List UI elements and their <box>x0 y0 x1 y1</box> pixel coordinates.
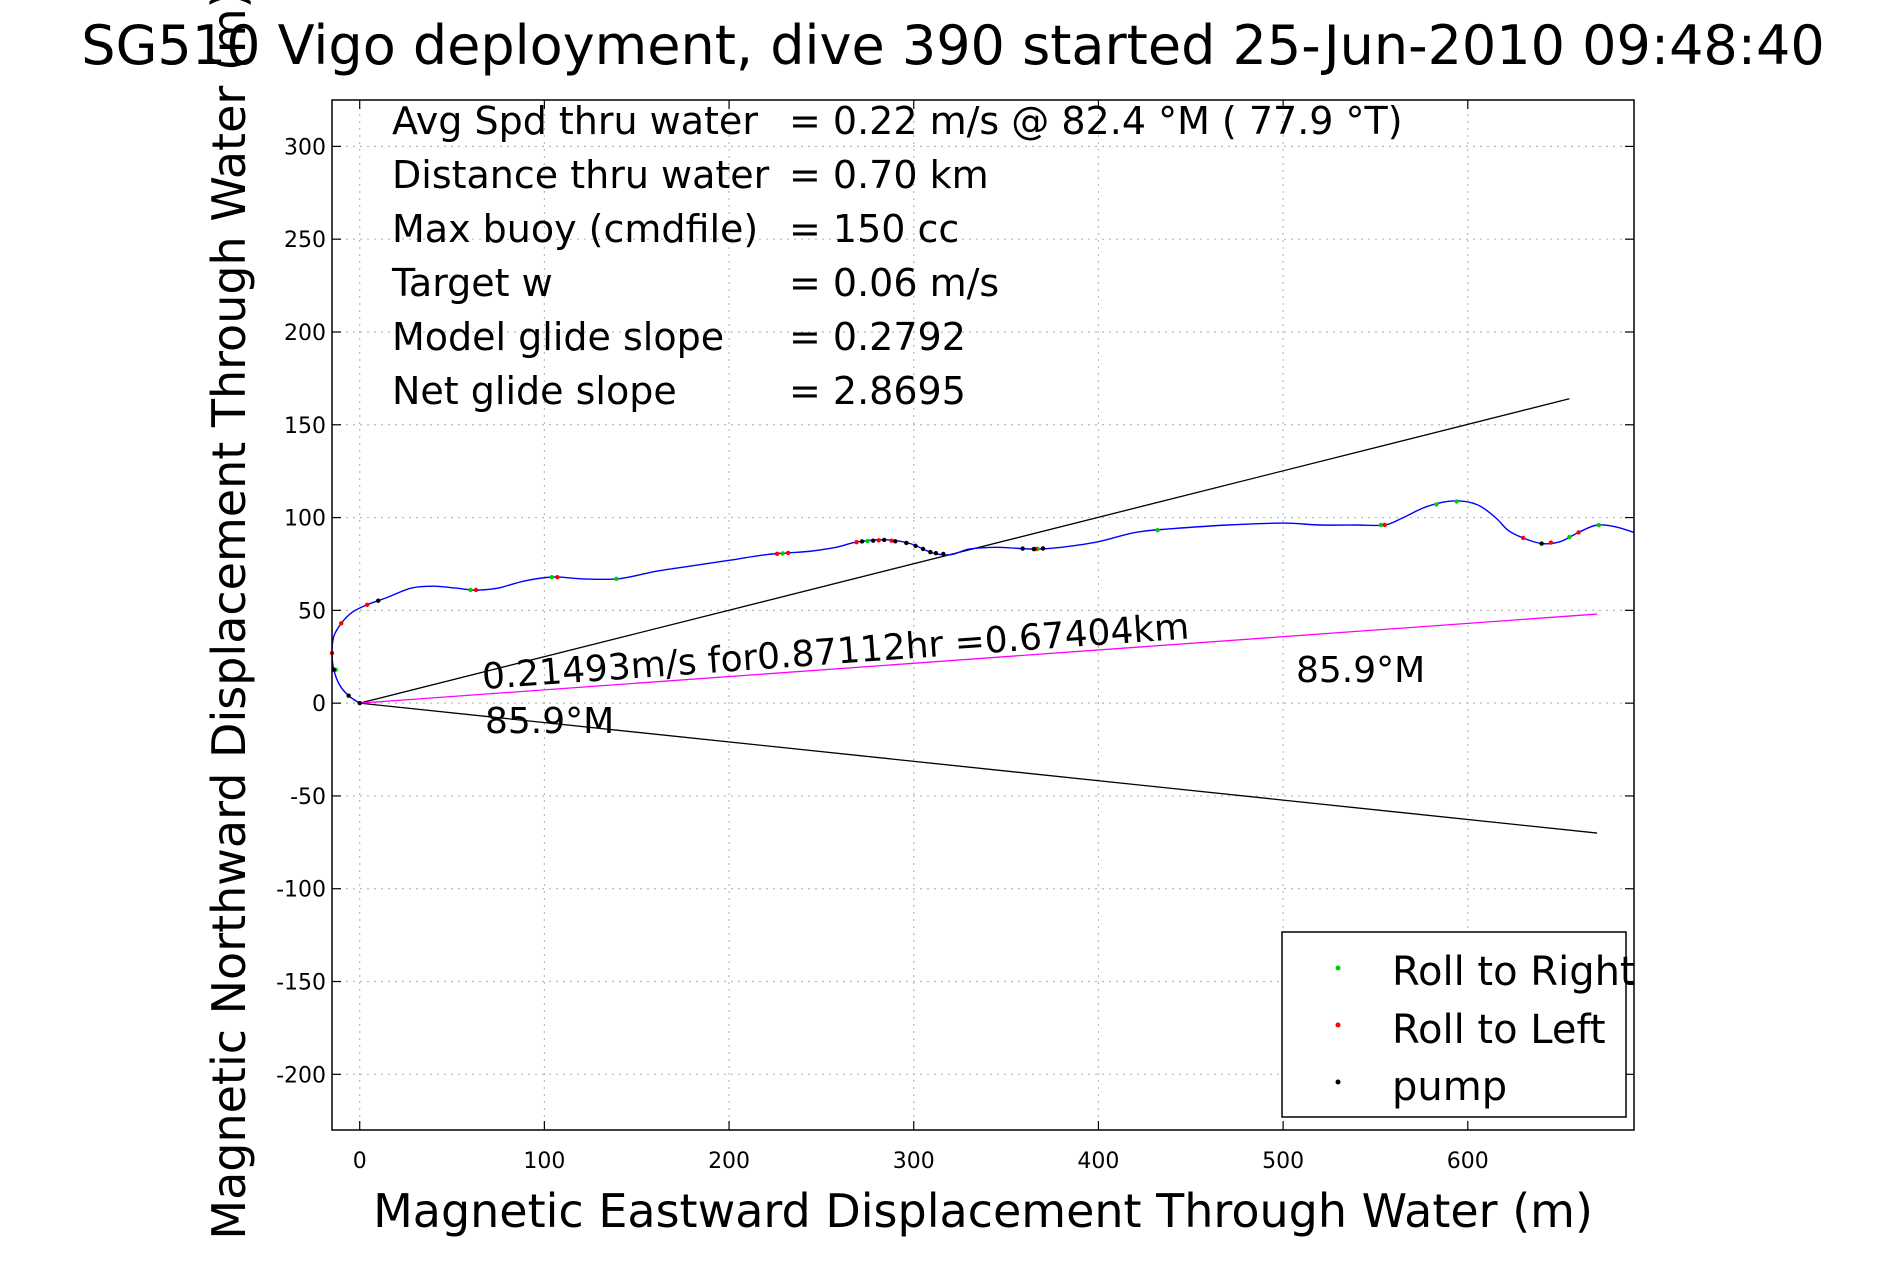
roll-left-marker <box>774 551 780 557</box>
track-markers <box>329 499 1602 706</box>
y-tick-label: 250 <box>284 228 326 253</box>
pump-marker <box>1040 546 1046 551</box>
legend-label-roll-right: Roll to Right <box>1392 949 1636 995</box>
roll-right-marker <box>865 538 870 544</box>
pump-marker <box>1031 546 1036 552</box>
info-row-value: = 150 cc <box>789 207 959 251</box>
pump-marker <box>375 598 381 603</box>
info-row-value: = 0.06 m/s <box>789 261 999 305</box>
pump-marker <box>904 540 909 546</box>
legend: Roll to Right Roll to Left pump <box>1281 931 1636 1118</box>
y-axis-label: Magnetic Northward Displacement Through … <box>202 0 256 1240</box>
info-row-value: = 0.22 m/s @ 82.4 °M ( 77.9 °T) <box>789 99 1403 143</box>
info-row-label: Target w <box>391 261 553 305</box>
pump-marker <box>928 549 933 555</box>
info-row-label: Model glide slope <box>392 315 724 359</box>
y-tick-label: -50 <box>290 785 326 810</box>
pump-marker <box>881 537 887 543</box>
pump-marker <box>920 546 926 552</box>
y-tick-label: -200 <box>276 1063 326 1088</box>
pump-marker <box>346 693 351 698</box>
legend-label-roll-left: Roll to Left <box>1392 1007 1606 1053</box>
info-row-value: = 0.70 km <box>789 153 989 197</box>
y-tick-label: 50 <box>298 599 326 624</box>
roll-right-marker <box>1567 534 1572 540</box>
roll-left-marker <box>876 538 881 543</box>
x-axis-label: Magnetic Eastward Displacement Through W… <box>373 1184 1593 1238</box>
reference-line-heading <box>359 613 1598 704</box>
roll-left-marker <box>364 602 370 607</box>
info-row-label: Distance thru water <box>392 153 770 197</box>
roll-left-marker <box>889 538 894 543</box>
roll-right-marker <box>1596 522 1602 528</box>
roll-right-marker <box>780 551 785 556</box>
roll-right-marker <box>614 576 619 582</box>
y-tick-label: 300 <box>284 135 326 160</box>
grid <box>332 100 1634 1130</box>
pump-marker <box>1020 546 1025 551</box>
roll-right-marker <box>468 587 473 593</box>
roll-left-marker <box>555 575 560 580</box>
pump-marker <box>859 539 865 544</box>
roll-left-marker <box>1576 530 1581 535</box>
pump-marker <box>933 551 939 556</box>
x-tick-label: 300 <box>893 1149 935 1174</box>
speed-annotation: 0.21493m/s for0.87112hr =0.67404km <box>481 606 1191 698</box>
axis-ticks: 0 100 200 300 400 500 600 -200 -150 -100 -50 0 50 100… <box>276 100 1634 1174</box>
x-tick-label: 0 <box>353 1149 367 1174</box>
x-tick-label: 500 <box>1262 1149 1304 1174</box>
pump-marker <box>870 538 876 543</box>
reference-lines <box>359 398 1598 834</box>
info-panel: Avg Spd thru water = 0.22 m/s @ 82.4 °M (… <box>391 99 1403 413</box>
x-tick-label: 200 <box>708 1149 750 1174</box>
pump-marker <box>357 700 362 706</box>
pump-marker <box>941 551 946 557</box>
roll-right-marker <box>1155 527 1160 533</box>
roll-right-marker <box>1378 522 1384 528</box>
x-tick-label: 400 <box>1077 1149 1119 1174</box>
chart-title: SG510 Vigo deployment, dive 390 started … <box>81 14 1824 77</box>
info-row-value: = 2.8695 <box>789 369 966 413</box>
roll-right-marker <box>1434 502 1439 507</box>
pump-marker <box>893 539 898 544</box>
info-row-label: Avg Spd thru water <box>392 99 758 143</box>
info-row-label: Net glide slope <box>392 369 677 413</box>
legend-marker-pump <box>1335 1079 1341 1085</box>
roll-right-marker <box>1454 499 1459 504</box>
reference-line-lower <box>359 702 1598 834</box>
legend-marker-roll-right <box>1335 965 1341 971</box>
roll-left-marker <box>854 539 859 545</box>
roll-left-marker <box>473 587 479 593</box>
roll-left-marker <box>1548 540 1554 545</box>
pump-marker <box>913 543 918 549</box>
roll-left-marker <box>339 621 344 626</box>
roll-left-marker <box>1382 522 1387 528</box>
y-tick-label: -100 <box>276 878 326 903</box>
y-tick-label: 0 <box>312 692 326 717</box>
x-tick-label: 600 <box>1447 1149 1489 1174</box>
y-tick-label: -150 <box>276 971 326 996</box>
y-tick-label: 150 <box>284 414 326 439</box>
info-row-value: = 0.2792 <box>789 315 966 359</box>
y-tick-label: 200 <box>284 321 326 346</box>
legend-marker-roll-left <box>1335 1022 1341 1028</box>
roll-right-marker <box>549 575 554 580</box>
legend-label-pump: pump <box>1392 1064 1507 1110</box>
plot-area-frame <box>331 99 1635 1131</box>
x-tick-label: 100 <box>523 1149 565 1174</box>
pump-marker <box>1539 541 1544 546</box>
heading-annotation-near: 85.9°M <box>485 701 614 742</box>
info-row-label: Max buoy (cmdfile) <box>392 207 758 251</box>
y-tick-label: 100 <box>284 507 326 532</box>
roll-left-marker <box>1520 535 1526 541</box>
heading-annotation-far: 85.9°M <box>1296 650 1425 691</box>
roll-left-marker <box>785 550 791 556</box>
